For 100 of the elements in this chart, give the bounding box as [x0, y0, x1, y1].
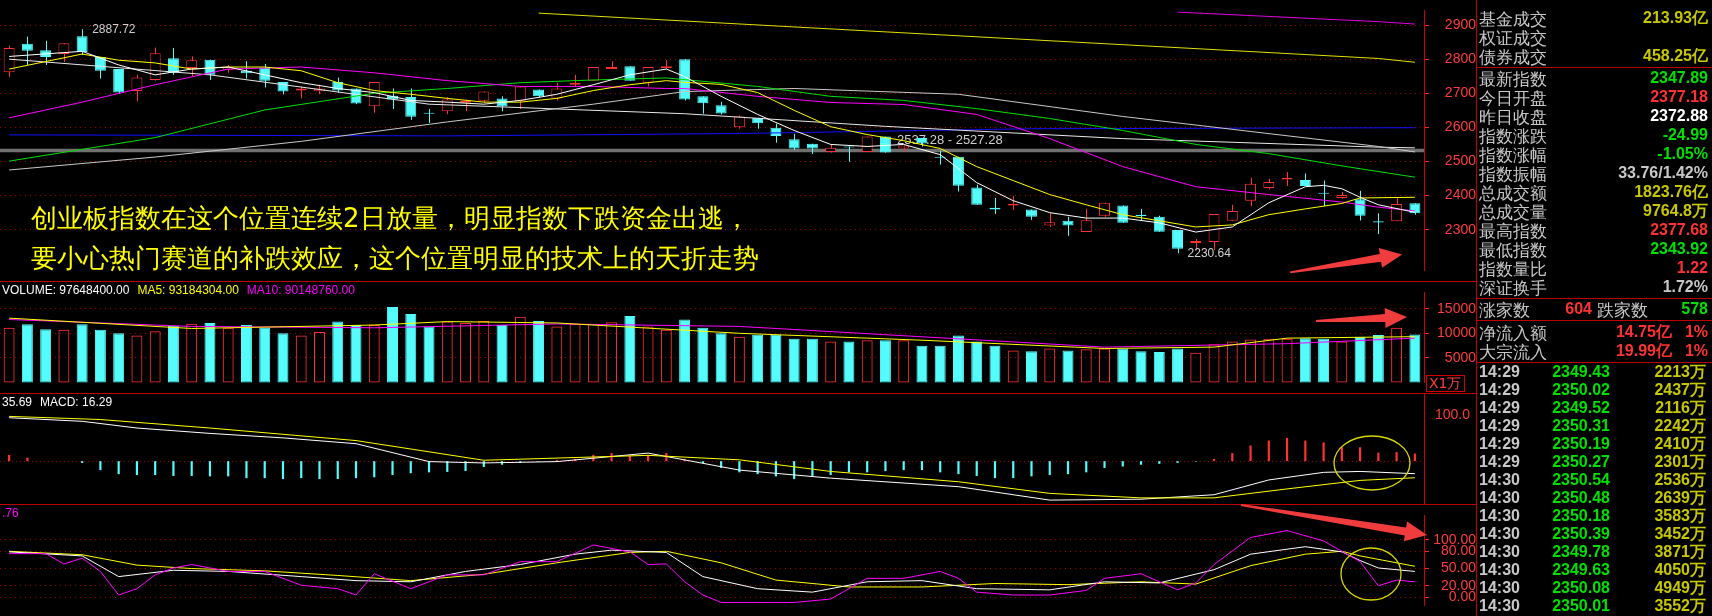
text: 2347.89 — [1650, 69, 1708, 86]
text: 2377.18 — [1650, 88, 1708, 105]
text: 2350.18 — [1552, 507, 1610, 524]
text: 2350.27 — [1552, 453, 1610, 470]
text: 2350.48 — [1552, 489, 1610, 506]
text: 2350.31 — [1552, 417, 1610, 434]
y-tick-label: 2800 — [1444, 50, 1477, 67]
text: 权证成交 — [1479, 28, 1547, 48]
text: 1.72% — [1662, 278, 1708, 295]
text: 总成交量 — [1479, 202, 1547, 222]
text: 今日开盘 — [1479, 88, 1547, 108]
category-label: 14:30 — [1479, 542, 1520, 562]
text: 3552万 — [1654, 597, 1706, 614]
text: 2536万 — [1654, 471, 1706, 488]
text: 2410万 — [1654, 435, 1706, 452]
text: MACD: 16.29 — [40, 395, 113, 409]
text: 净流入额 — [1479, 323, 1547, 343]
text: 3452万 — [1654, 525, 1706, 542]
text: 604 — [1565, 300, 1592, 317]
text: 2437万 — [1654, 381, 1706, 398]
text: 578 — [1681, 300, 1708, 317]
category-label: 14:29 — [1479, 380, 1520, 400]
y-tick-label: 2400 — [1444, 186, 1477, 203]
text: 1823.76亿 — [1634, 183, 1708, 200]
text: 总成交额 — [1479, 183, 1547, 203]
text: 指数涨幅 — [1479, 145, 1547, 165]
text: 最高指数 — [1479, 221, 1547, 241]
text: 2350.54 — [1552, 471, 1610, 488]
category-label: 14:29 — [1479, 362, 1520, 382]
category-label: 14:30 — [1479, 596, 1520, 616]
text: 33.76/1.42% — [1618, 164, 1708, 181]
text: 2350.01 — [1552, 597, 1610, 614]
text: 大宗流入 — [1479, 342, 1547, 362]
text: -1.05% — [1657, 145, 1708, 162]
y-tick-label: 2300 — [1444, 220, 1477, 237]
text: 458.25亿 — [1643, 47, 1708, 64]
y-tick-label: 2900 — [1444, 15, 1477, 32]
text: 昨日收盘 — [1479, 107, 1547, 127]
text: 2213万 — [1654, 363, 1706, 380]
text: 19.99亿 — [1615, 342, 1672, 359]
text: 1.22 — [1676, 259, 1708, 276]
text: 指数涨跌 — [1479, 126, 1547, 146]
category-label: 14:29 — [1479, 416, 1520, 436]
text: 2350.39 — [1552, 525, 1610, 542]
text: 1% — [1684, 323, 1708, 340]
text: 基金成交 — [1479, 9, 1547, 29]
category-label: 14:30 — [1479, 470, 1520, 490]
text: 跌家数 — [1597, 300, 1648, 320]
text: 14.75亿 — [1615, 323, 1672, 340]
text: 2349.78 — [1552, 543, 1610, 560]
text: 2343.92 — [1650, 240, 1708, 257]
annotation: 要小心热门赛道的补跌效应，这个位置明显的技术上的天折走势 — [31, 242, 759, 275]
text: 3583万 — [1654, 507, 1706, 524]
annotation: VOLUME: 97648400.00 — [2, 283, 130, 297]
y-axis-title: X1万 — [1426, 375, 1465, 392]
category-label: 14:29 — [1479, 398, 1520, 418]
text: .76 — [2, 506, 19, 520]
y-tick-label: 15000 — [1437, 299, 1477, 316]
text: 2116万 — [1655, 399, 1706, 416]
y-tick-label: 50.00 — [1440, 559, 1477, 576]
text: 2639万 — [1654, 489, 1706, 506]
text: 2301万 — [1654, 453, 1706, 470]
text: 2349.52 — [1552, 399, 1610, 416]
text: 债券成交 — [1479, 47, 1547, 67]
text: 4050万 — [1654, 561, 1706, 578]
text: 涨家数 — [1479, 300, 1530, 320]
annotation: 创业板指数在这个位置连续2日放量，明显指数下跌资金出逃， — [31, 202, 751, 235]
category-label: 14:30 — [1479, 560, 1520, 580]
text: -24.99 — [1662, 126, 1708, 143]
text: MA10: 90148760.00 — [246, 283, 355, 297]
text: 指数振幅 — [1479, 164, 1547, 184]
text: 2377.68 — [1650, 221, 1708, 238]
text: 最新指数 — [1479, 69, 1547, 89]
text: 2350.19 — [1552, 435, 1610, 452]
y-tick-label: 2700 — [1444, 84, 1477, 101]
y-tick-label: 2600 — [1444, 118, 1477, 135]
text: 2242万 — [1654, 417, 1706, 434]
y-tick-label: 5000 — [1444, 348, 1477, 365]
text: 9764.8万 — [1643, 202, 1708, 219]
annotation: 2887.72 — [92, 21, 136, 36]
text: 2372.88 — [1650, 107, 1708, 124]
annotation: 2230.64 — [1187, 245, 1232, 260]
text: 1% — [1684, 342, 1708, 359]
category-label: 14:30 — [1479, 578, 1520, 598]
category-label: 14:30 — [1479, 506, 1520, 526]
category-label: 14:29 — [1479, 434, 1520, 454]
text: 最低指数 — [1479, 240, 1547, 260]
text: 3871万 — [1654, 543, 1706, 560]
text: 指数量比 — [1479, 259, 1547, 279]
y-tick-label: 10000 — [1437, 324, 1477, 341]
y-tick-label: 2500 — [1444, 152, 1477, 169]
category-label: 14:30 — [1479, 488, 1520, 508]
text: MA5: 93184304.00 — [137, 283, 239, 297]
text: 2350.08 — [1552, 579, 1610, 596]
category-label: 14:29 — [1479, 452, 1520, 472]
category-label: 14:30 — [1479, 524, 1520, 544]
text: 2349.63 — [1552, 561, 1610, 578]
text: 深证换手 — [1479, 278, 1547, 298]
text: 2349.43 — [1552, 363, 1610, 380]
text: 4949万 — [1654, 579, 1706, 596]
